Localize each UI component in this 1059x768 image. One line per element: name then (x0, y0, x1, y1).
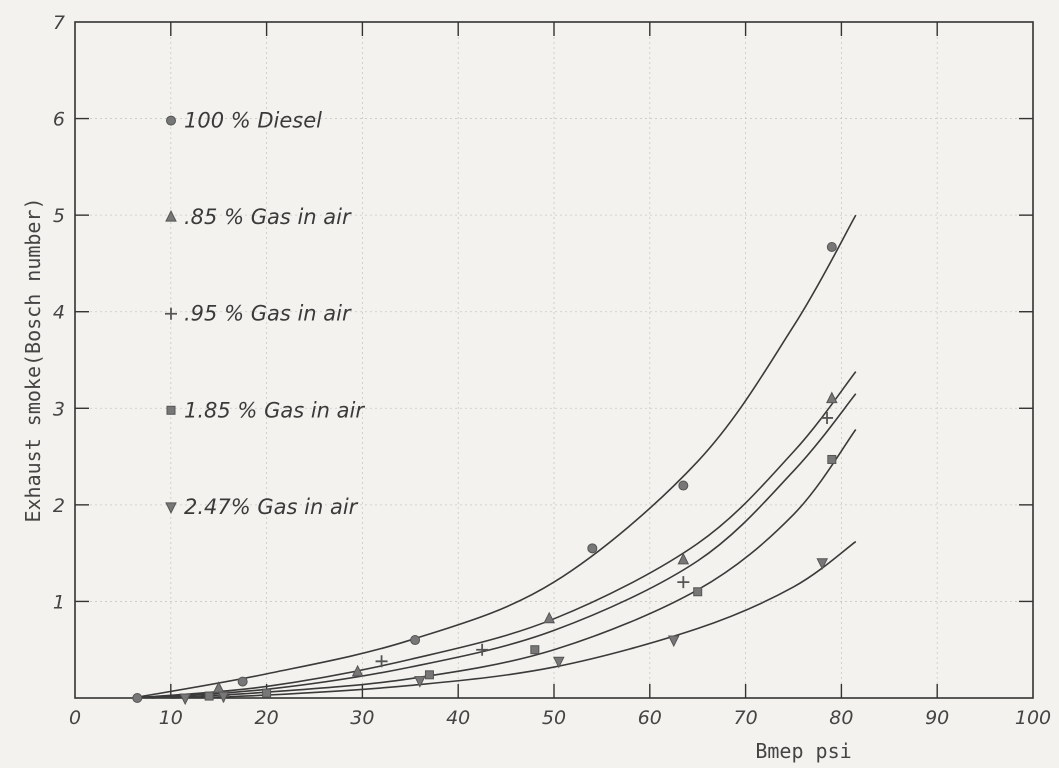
y-tick-label: 6 (53, 109, 65, 131)
x-axis-title: Bmep psi (755, 739, 851, 763)
legend-label-1: .85 % Gas in air (184, 205, 352, 229)
fit-curve-2 (132, 393, 857, 699)
legend-marker-2 (165, 307, 177, 320)
y-tick-label: 5 (53, 205, 65, 227)
legend-label-4: 2.47% Gas in air (184, 495, 359, 519)
fit-curve-1 (132, 371, 857, 699)
data-point (826, 391, 838, 404)
data-point (217, 691, 230, 704)
legend-marker-0 (166, 115, 176, 126)
fit-curve-3 (151, 429, 857, 699)
fit-curve-4 (170, 540, 857, 699)
x-tick-label: 30 (350, 707, 374, 729)
x-tick-label: 60 (638, 707, 662, 729)
x-tick-label: 80 (829, 707, 853, 729)
legend-marker-4 (165, 502, 177, 514)
legend-label-3: 1.85 % Gas in air (184, 398, 365, 422)
data-point (552, 656, 565, 669)
data-point (816, 558, 829, 570)
y-tick-label: 7 (53, 12, 65, 34)
data-point (678, 480, 689, 491)
data-point (132, 693, 143, 703)
data-point (693, 587, 703, 597)
fit-curve-0 (132, 214, 857, 699)
data-point (375, 655, 388, 668)
y-tick-label: 2 (53, 495, 65, 517)
x-tick-label: 20 (255, 707, 279, 729)
data-point (827, 454, 837, 464)
data-point (677, 576, 690, 589)
x-tick-label: 90 (925, 707, 949, 729)
legend-label-2: .95 % Gas in air (184, 302, 352, 326)
data-point (826, 242, 837, 253)
y-tick-label: 3 (53, 398, 65, 420)
data-point (262, 688, 272, 698)
data-point (204, 691, 214, 701)
y-axis-title: Exhaust smoke(Bosch number) (21, 197, 45, 522)
x-tick-label: 100 (1015, 707, 1051, 729)
legend-label-0: 100 % Diesel (184, 109, 322, 133)
data-point (677, 552, 690, 565)
data-point (667, 635, 680, 648)
markers-layer (132, 242, 838, 706)
data-point (179, 693, 191, 706)
x-tick-label: 70 (734, 707, 758, 729)
data-point (414, 676, 426, 688)
data-point (237, 676, 248, 687)
y-tick-label: 4 (53, 302, 65, 324)
legend: 100 % Diesel .85 % Gas in air .95 % Gas in… (165, 109, 365, 519)
ticks-layer: 0 10 20 30 40 50 60 70 80 90 100 1 2 3 4 5 6 7 (53, 12, 1051, 729)
data-point (476, 643, 489, 656)
data-point (543, 611, 556, 624)
data-point (424, 670, 434, 680)
legend-marker-1 (165, 210, 177, 222)
x-tick-label: 50 (542, 707, 566, 729)
data-point (410, 635, 421, 646)
x-tick-label: 10 (159, 707, 183, 729)
legend-marker-3 (166, 405, 176, 415)
x-tick-label: 40 (446, 707, 470, 729)
y-tick-label: 1 (53, 591, 65, 613)
data-point (821, 411, 834, 424)
x-tick-label: 0 (69, 707, 81, 729)
fit-curves-layer (132, 214, 857, 699)
data-point (351, 664, 364, 677)
data-point (530, 645, 540, 655)
data-point (587, 543, 598, 554)
